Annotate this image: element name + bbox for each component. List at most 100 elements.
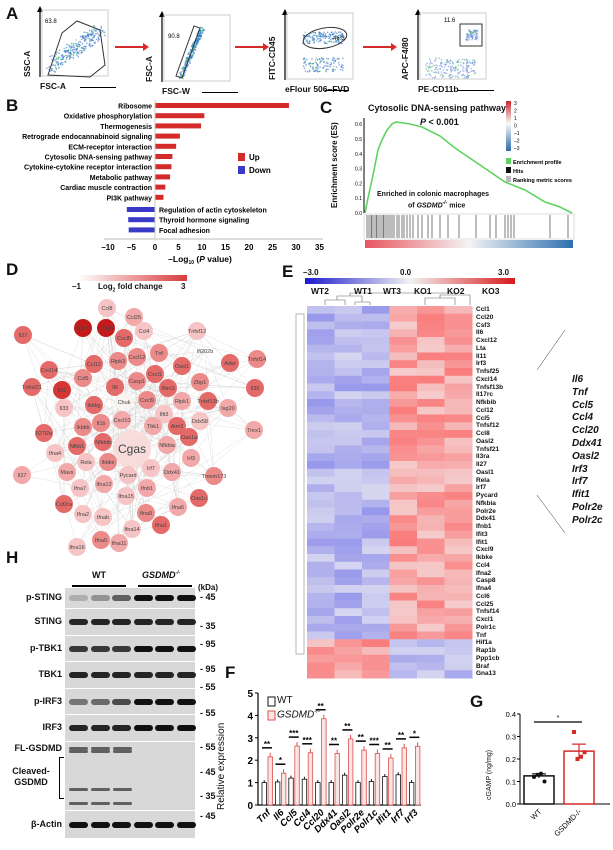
- event-dot: [440, 58, 443, 61]
- heatmap-cell: [334, 352, 363, 361]
- network-node-label: Irf7: [147, 466, 155, 472]
- event-dot: [304, 70, 307, 72]
- event-dot: [190, 45, 193, 48]
- heatmap-cell: [389, 375, 418, 384]
- event-dot: [72, 54, 75, 56]
- network-node-label: Il27: [19, 333, 28, 339]
- event-dot: [302, 65, 305, 67]
- heatmap-cell: [362, 515, 390, 524]
- gene-label: Tnf: [476, 631, 487, 639]
- heatmap-cell: [334, 499, 363, 508]
- heatmap-cell: [444, 306, 473, 315]
- network-node-label: Ifnab: [97, 515, 109, 521]
- heatmap-cell: [417, 670, 445, 679]
- network-edge: [93, 307, 108, 365]
- event-dot: [334, 68, 337, 71]
- network-legend-min: –1: [72, 282, 81, 291]
- event-dot: [342, 67, 344, 69]
- heatmap-cell: [389, 360, 418, 369]
- event-dot: [195, 44, 197, 47]
- heatmap-cell: [334, 461, 363, 470]
- flow-plot: 90.8: [159, 11, 231, 82]
- heatmap-cell: [444, 546, 473, 555]
- heatmap-cell: [362, 414, 390, 423]
- bar-cytosolic-dna-sensing-pathway: [155, 154, 173, 159]
- colorbar-tick: –3: [514, 146, 520, 152]
- network-node-label: Tnf: [155, 351, 163, 357]
- event-dot: [427, 65, 429, 68]
- event-dot: [84, 31, 87, 34]
- heatmap-cell: [362, 437, 390, 446]
- event-dot: [341, 35, 344, 38]
- y-tick-label: 0.3: [355, 167, 362, 173]
- network-edge: [196, 330, 258, 360]
- network-node-ifna1: [152, 516, 170, 534]
- event-dot: [329, 33, 332, 36]
- network-node-label: Tnfrsf21: [22, 385, 42, 391]
- event-dot: [331, 33, 334, 35]
- event-dot: [325, 35, 327, 38]
- heatmap-cell: [362, 360, 390, 369]
- event-dot: [64, 50, 66, 52]
- network-node-label: Nfkbib: [95, 440, 111, 446]
- network-node-label: Ifna16: [69, 545, 84, 551]
- event-dot: [98, 35, 101, 37]
- event-dot: [78, 50, 81, 53]
- heatmap-cell: [417, 468, 445, 477]
- heatmap-cell: [417, 492, 445, 501]
- event-dot: [319, 34, 321, 37]
- network-node-ccl25: [125, 308, 143, 326]
- event-dot: [75, 49, 78, 51]
- bar-wt: [523, 775, 555, 805]
- event-dot: [104, 34, 106, 37]
- heatmap-scale-max: 3.0: [498, 268, 510, 277]
- event-dot: [91, 29, 93, 31]
- event-dot: [466, 36, 468, 38]
- network-node-label: Tmem173: [202, 474, 227, 480]
- heatmap-cell: [444, 530, 473, 539]
- event-dot: [87, 32, 90, 35]
- gate-percentage: 46.3: [333, 36, 345, 42]
- heatmap-cell: [444, 313, 473, 322]
- heatmap-cell: [417, 391, 445, 400]
- network-legend-max: 3: [181, 282, 186, 291]
- event-dot: [341, 69, 344, 72]
- event-dot: [338, 64, 341, 66]
- gate-polygon: [47, 20, 106, 78]
- ranking-metric-bar: [365, 240, 573, 248]
- event-dot: [309, 35, 311, 38]
- event-dot: [332, 62, 335, 64]
- event-dot: [429, 60, 432, 62]
- protein-band: [176, 698, 196, 705]
- heatmap-cell: [334, 406, 363, 415]
- heatmap-cell: [389, 453, 418, 462]
- heatmap-cell: [417, 445, 445, 454]
- heatmap-cell: [417, 476, 445, 485]
- heatmap-cell: [389, 616, 418, 625]
- network-node-label: Ifnb1: [141, 486, 153, 492]
- network-node-label: Ripk3: [111, 359, 125, 365]
- heatmap-cell: [444, 492, 473, 501]
- event-dot: [65, 58, 68, 61]
- heatmap-cell: [417, 600, 445, 609]
- event-dot: [325, 62, 328, 64]
- network-node-nfkbia: [158, 436, 176, 454]
- event-dot: [103, 31, 105, 33]
- heatmap-cell: [389, 422, 418, 431]
- heatmap-cell: [444, 577, 473, 586]
- sample-label: KO2: [447, 286, 465, 296]
- event-dot: [329, 65, 332, 68]
- network-node-label: Ripk1: [175, 399, 189, 405]
- heatmap-cell: [389, 631, 418, 640]
- protein-band: [69, 750, 88, 753]
- heatmap-cell: [334, 623, 363, 632]
- event-dot: [335, 41, 338, 43]
- event-dot: [325, 68, 328, 70]
- event-dot: [445, 72, 448, 75]
- network-node-ripk3: [109, 352, 127, 370]
- event-dot: [51, 64, 54, 66]
- heatmap-cell: [334, 515, 363, 524]
- heatmap-cell: [444, 538, 473, 547]
- heatmap-cell: [444, 670, 473, 679]
- gene-label: Polr2e: [476, 507, 496, 515]
